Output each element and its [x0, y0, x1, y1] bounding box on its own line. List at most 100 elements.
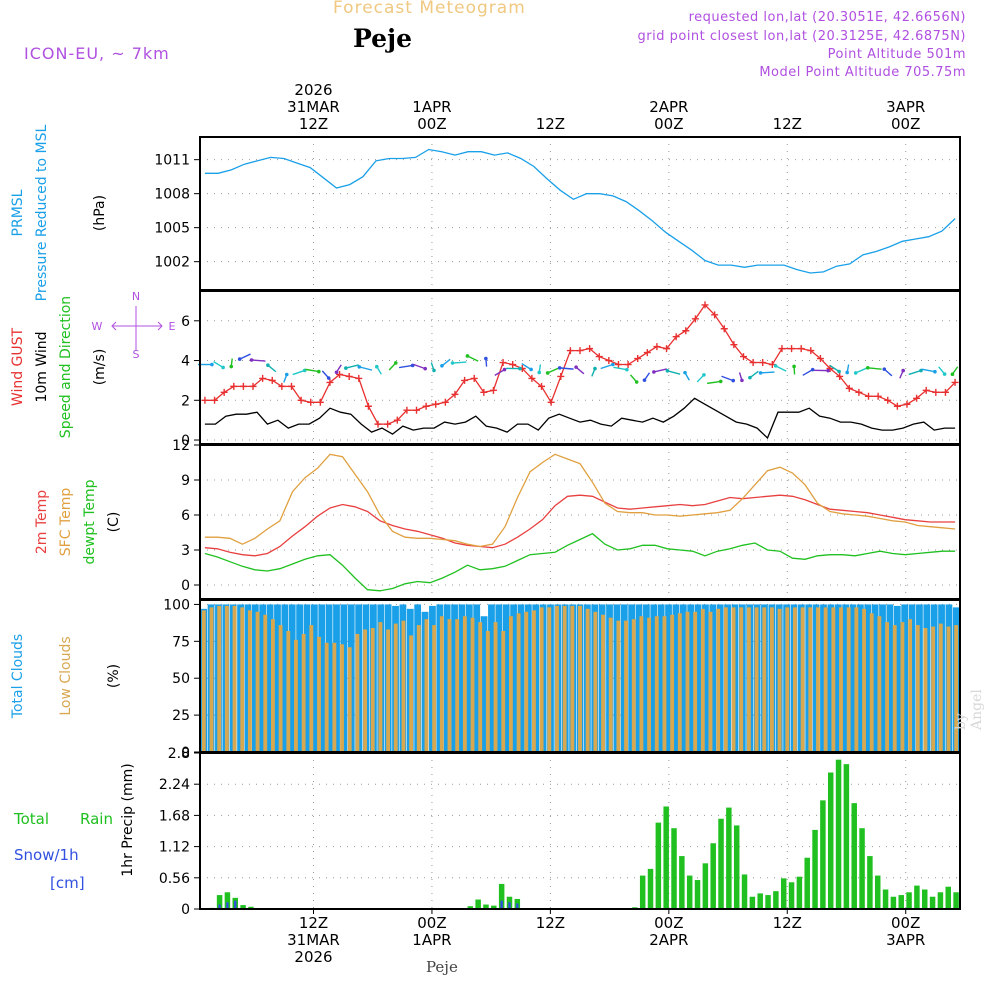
wind-direction-arrowhead [317, 369, 321, 374]
time-tick-top-label: 00Z [891, 115, 920, 133]
gust-point [528, 374, 536, 382]
low-cloud-bar [508, 616, 513, 752]
total-cloud-bar [879, 604, 886, 752]
total-cloud-bar [908, 604, 916, 752]
data-layer [197, 148, 960, 909]
compass-north: N [132, 290, 140, 303]
low-cloud-bar [854, 607, 859, 752]
precipitation-ytick-label: 1.68 [159, 808, 190, 824]
total-cloud-bar [502, 604, 510, 752]
temperature-ytick-label: 6 [181, 508, 190, 524]
low-cloud-bar [846, 607, 851, 752]
wind-direction-arrowhead [529, 367, 533, 372]
gust-point [249, 382, 257, 390]
total-cloud-bar [871, 604, 879, 752]
gust-point [211, 396, 219, 404]
pressure-label-prmsl: PRMSL [10, 189, 26, 236]
low-cloud-bar [439, 616, 444, 752]
low-cloud-bar [616, 620, 621, 752]
gust-point [663, 345, 671, 353]
wind-direction-arrowhead [210, 362, 214, 367]
wind-direction-arrowhead [611, 362, 615, 367]
total-cloud-bar [495, 604, 503, 752]
gust-point [672, 333, 680, 341]
total-cloud-bar [524, 604, 532, 752]
low-cloud-bar [578, 605, 582, 752]
rain-bar [827, 772, 834, 909]
wind-direction-arrowhead [901, 368, 905, 373]
time-tick-bottom-label: 12Z [536, 914, 565, 932]
wind-direction-arrowhead [221, 365, 225, 370]
gust-point [922, 386, 930, 394]
temp-2m-label: 2m Temp [34, 490, 50, 554]
gust-point [941, 388, 949, 396]
low-cloud-bar [224, 605, 229, 752]
rain-bar [765, 895, 771, 909]
rain-bar [216, 895, 223, 909]
model-altitude: Model Point Altitude 705.75m [759, 65, 966, 80]
gust-point [432, 400, 440, 408]
low-cloud-bar [409, 635, 414, 752]
gust-point [239, 382, 247, 390]
gust-point [403, 406, 411, 414]
total-cloud-bar [458, 604, 466, 752]
low-cloud-bar [915, 625, 920, 752]
wind-direction-arrow [345, 364, 359, 369]
gust-point [384, 420, 392, 428]
gust-point [441, 398, 449, 406]
low-cloud-bar [793, 607, 797, 752]
gust-point [711, 311, 719, 319]
low-cloud-bar [654, 616, 659, 752]
gust-point [913, 394, 921, 402]
wind-direction-arrowhead [950, 372, 955, 376]
point-altitude: Point Altitude 501m [827, 47, 966, 62]
gust-point [576, 347, 584, 355]
rain-bar [890, 896, 897, 909]
wind-direction-arrowhead [942, 372, 947, 376]
rain-bar [874, 875, 881, 909]
wind-direction-arrow [559, 367, 574, 370]
wind-direction-arrow [494, 368, 505, 376]
low-cloud-bar [524, 611, 529, 752]
rain-bar [679, 856, 685, 909]
gust-point [720, 325, 728, 333]
wind-direction-arrow [467, 355, 479, 362]
low-cloud-bar [501, 630, 506, 752]
rain-bar [812, 829, 818, 909]
low-cloud-bar [217, 605, 222, 752]
clouds-ytick-label: 0 [181, 745, 190, 761]
gust-point [816, 355, 824, 363]
low-cloud-bar [585, 608, 590, 752]
low-cloud-bar [516, 613, 521, 752]
wind-direction-arrow [213, 360, 224, 369]
time-tick-bottom-label: 00Z [891, 914, 920, 932]
low-cloud-bar [731, 607, 736, 752]
low-cloud-bar [670, 614, 675, 752]
gust-point [759, 359, 767, 367]
wind-direction-arrowhead [845, 370, 849, 375]
time-tick-top-label: 31MAR [287, 98, 340, 116]
wind-direction-arrowhead [810, 367, 815, 372]
total-cloud-bar [480, 616, 488, 752]
wind-direction-arrowhead [266, 363, 270, 368]
total-cloud-bar [281, 604, 289, 752]
total-cloud-bar [886, 604, 894, 752]
total-cloud-bar [657, 604, 665, 752]
low-cloud-bar [532, 610, 536, 752]
wind-direction-arrow [600, 363, 614, 370]
gust-point [326, 378, 334, 386]
low-cloud-bar [547, 607, 552, 752]
gust-point [538, 382, 546, 390]
low-cloud-bar [823, 607, 828, 752]
rain-bar [820, 800, 826, 909]
time-tick-bottom-label: 00Z [417, 914, 446, 932]
low-cloud-bar [278, 625, 283, 752]
low-cloud-bar [839, 607, 843, 752]
snow-unit-label: [cm] [50, 874, 85, 892]
total-cloud-bar [288, 604, 296, 752]
time-tick-bottom-label: 2APR [649, 931, 688, 949]
wind-direction-arrowhead [792, 364, 796, 369]
rain-bar [859, 828, 865, 909]
gust-point [374, 420, 382, 428]
wind-direction-arrowhead [740, 378, 744, 383]
